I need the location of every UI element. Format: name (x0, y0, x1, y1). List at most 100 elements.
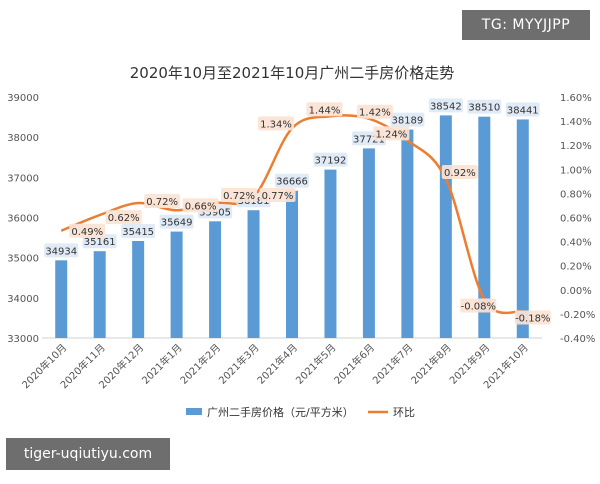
watermark-top: TG: MYYJJPP (462, 10, 590, 40)
bar (324, 169, 337, 338)
line-data-label-bg (514, 310, 551, 325)
bar-data-label-text: 38441 (507, 105, 539, 116)
right-axis-tick-label: 0.40% (560, 238, 592, 249)
line-data-label-bg (182, 198, 219, 213)
left-axis: 33000 34000 35000 36000 37000 38000 39000 (7, 93, 39, 345)
line-data-label: 1.34% (258, 116, 294, 131)
line-data-label: 0.72% (221, 188, 258, 203)
bar-data-labels: 3493435161354153564935905361813666637192… (44, 98, 540, 258)
line-data-label-text: 0.62% (108, 213, 140, 224)
bar (170, 231, 183, 338)
line-data-label-bg (460, 298, 497, 313)
line-data-label-bg (105, 210, 142, 225)
bar-data-label-bg (505, 102, 540, 117)
left-axis-tick-label: 38000 (7, 133, 39, 144)
bar-data-label: 38542 (428, 98, 463, 113)
right-axis-tick-label: 1.20% (560, 141, 592, 152)
legend-label-bar: 广州二手房价格（元/平方米） (207, 405, 354, 419)
line-data-label-text: -0.08% (461, 301, 496, 312)
line-data-label: 1.24% (373, 126, 410, 141)
line-data-label-bg (441, 164, 478, 179)
right-axis-tick-label: 0.20% (560, 262, 592, 273)
bar-data-label-text: 34934 (45, 246, 77, 257)
line-data-label-bg (258, 116, 294, 131)
bar-data-label-text: 35649 (161, 218, 193, 229)
legend-label-line: 环比 (393, 406, 415, 419)
bar (93, 251, 106, 338)
right-axis-tick-label: -0.20% (560, 310, 595, 321)
line-data-label-bg (373, 126, 410, 141)
line-data-label-bg (356, 104, 393, 119)
bar-data-label-text: 35161 (84, 237, 116, 248)
left-axis-tick-label: 34000 (7, 294, 39, 305)
line-data-label-text: 0.72% (146, 197, 178, 208)
bar-series (55, 115, 529, 339)
line-data-labels: 0.49% 0.62% 0.72% 0.66% 0.72% 0.77% 1.34% 1.44%… (69, 102, 551, 325)
line-data-label: -0.08% (460, 298, 497, 313)
line-data-label-bg (69, 223, 106, 238)
right-axis-tick-label: 1.40% (560, 117, 592, 128)
x-axis-tick-label: 2021年5月 (293, 341, 339, 387)
bar-data-label: 37192 (313, 152, 348, 167)
bar-data-label-bg (390, 112, 425, 127)
right-axis-tick-label: 0.80% (560, 189, 592, 200)
line-data-label-text: 0.72% (223, 191, 255, 202)
line-data-label: 0.66% (182, 198, 219, 213)
bar-data-label-text: 36666 (276, 177, 308, 188)
legend-swatch-bar (186, 408, 202, 415)
line-data-label: -0.18% (514, 310, 551, 325)
right-axis-tick-label: 0.00% (560, 286, 592, 297)
line-data-label-text: -0.18% (515, 313, 550, 324)
left-axis-tick-label: 39000 (7, 93, 39, 104)
line-data-label-bg (259, 188, 296, 203)
line-data-label-text: 1.42% (359, 108, 391, 119)
right-axis-tick-label: 0.60% (560, 214, 592, 225)
bar-data-label: 38510 (467, 99, 502, 114)
bar-data-label-bg (121, 223, 156, 238)
bar-data-label-text: 38189 (391, 116, 423, 127)
bar-data-label-bg (44, 243, 79, 258)
watermark-bottom: tiger-uqiutiyu.com (6, 438, 170, 470)
left-axis-tick-label: 37000 (7, 173, 39, 184)
bar-data-label-text: 38510 (468, 103, 500, 114)
chart-title: 2020年10月至2021年10月广州二手房价格走势 (130, 64, 455, 82)
line-data-label: 0.62% (105, 210, 142, 225)
bar-data-label-bg (313, 152, 348, 167)
line-data-label: 1.44% (306, 102, 343, 117)
line-data-label: 0.92% (441, 164, 478, 179)
bar-data-label-text: 37192 (315, 156, 347, 167)
x-axis-tick-label: 2021年4月 (254, 341, 300, 387)
bar-data-label: 36666 (275, 173, 309, 188)
bar-data-label-bg (428, 98, 463, 113)
bar (401, 129, 414, 338)
left-axis-tick-label: 35000 (7, 254, 39, 265)
x-axis-tick-label: 2021年6月 (331, 341, 377, 387)
bar-data-label-text: 35905 (199, 207, 231, 218)
bar-data-label: 35415 (121, 223, 156, 238)
bar-data-label: 38441 (505, 102, 540, 117)
x-axis-tick-label: 2021年2月 (177, 341, 223, 387)
line-data-label-text: 1.44% (309, 105, 341, 116)
line-data-label: 0.77% (259, 188, 296, 203)
bar-data-label-text: 35415 (122, 227, 154, 238)
left-axis-tick-label: 33000 (7, 334, 39, 345)
line-data-label: 0.72% (144, 194, 181, 209)
bar-data-label: 35649 (159, 214, 194, 229)
bar (286, 190, 298, 338)
right-axis-tick-label: 1.00% (560, 165, 592, 176)
line-data-label-text: 0.49% (71, 227, 103, 238)
bar (478, 116, 491, 338)
line-data-label-bg (221, 188, 258, 203)
x-axis-tick-label: 2021年1月 (139, 341, 185, 387)
bar-data-label: 34934 (44, 243, 79, 258)
bar-data-label-text: 37721 (353, 134, 385, 145)
bar (516, 119, 529, 339)
line-data-label: 0.49% (69, 223, 106, 238)
bar-data-label-bg (275, 173, 309, 188)
x-axis-tick-label: 2021年8月 (408, 341, 454, 387)
left-axis-tick-label: 36000 (7, 214, 39, 225)
bar-data-label-bg (467, 99, 502, 114)
right-axis: -0.40% -0.20% 0.00% 0.20% 0.40% 0.60% 0.80% 1.0… (560, 93, 595, 345)
